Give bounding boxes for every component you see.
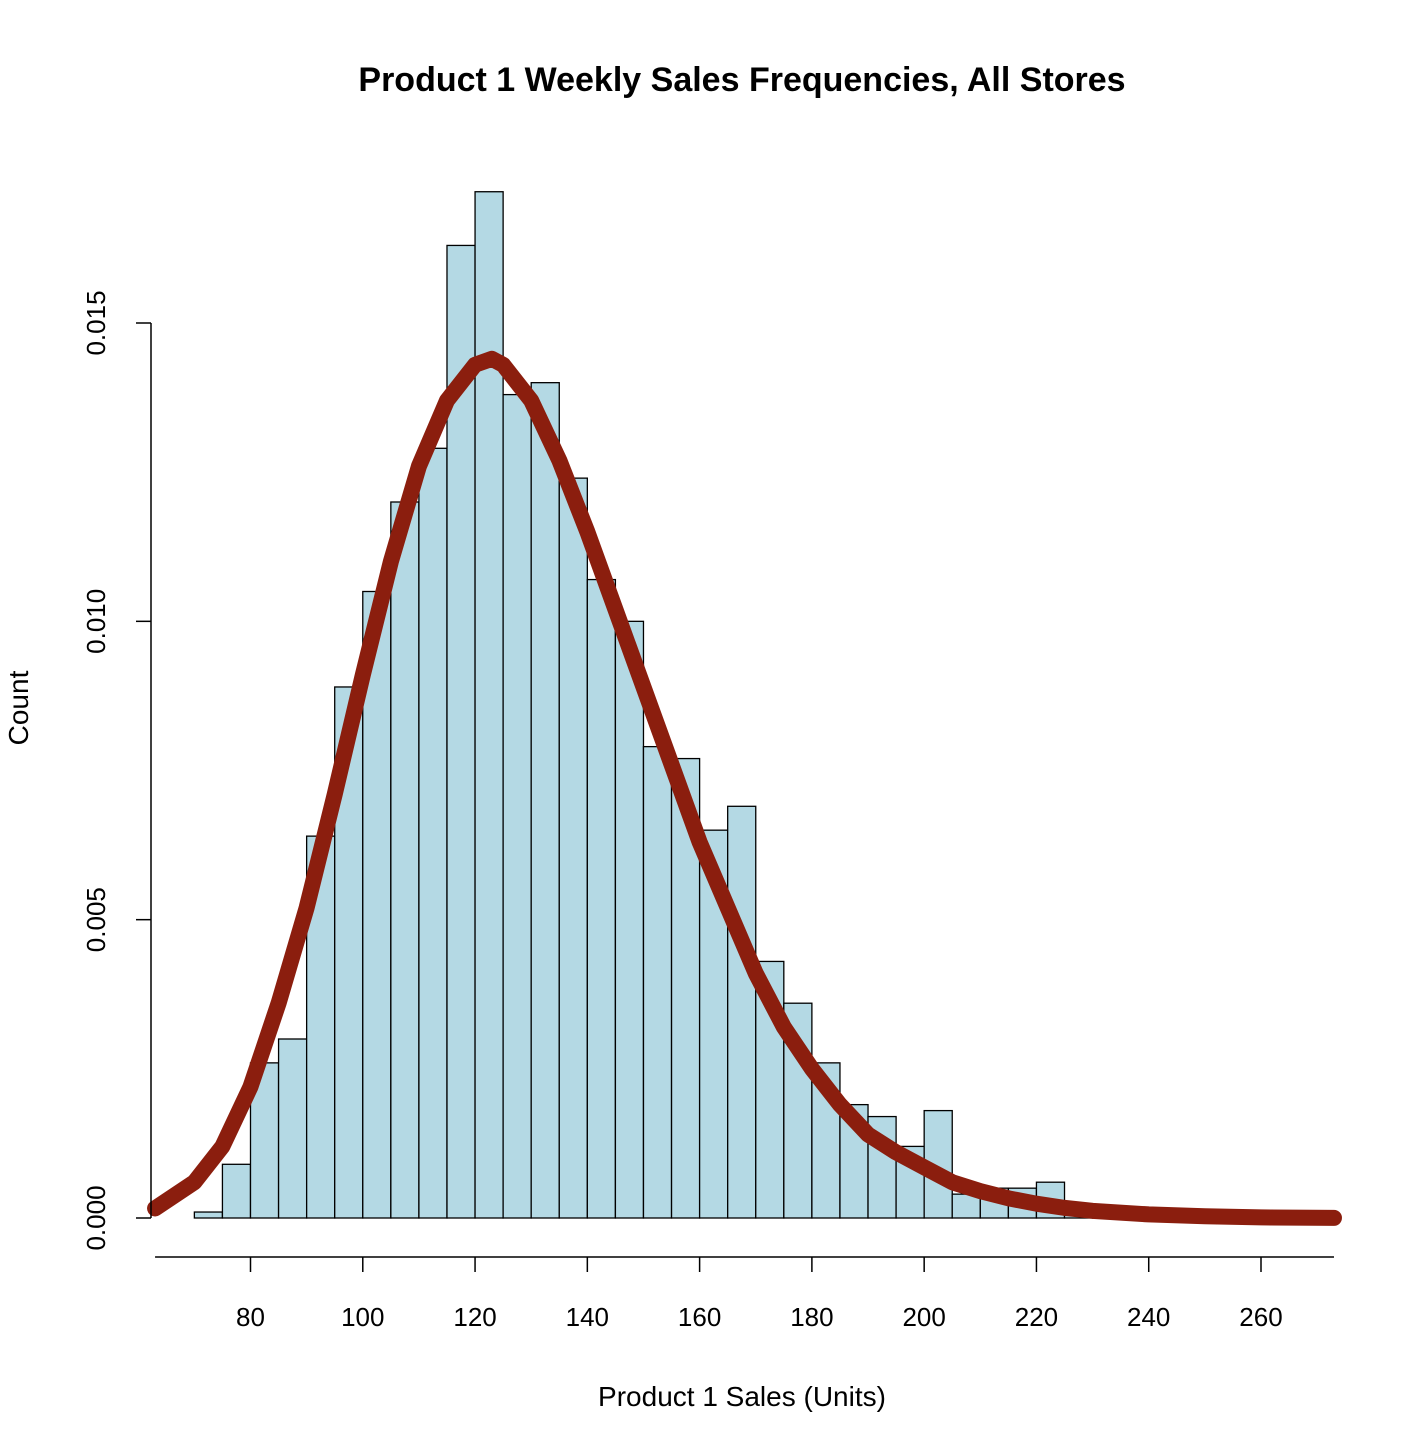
x-tick-label: 160	[678, 1302, 721, 1332]
histogram-bar	[642, 745, 673, 1219]
histogram-bar	[474, 191, 504, 1219]
y-axis-label: Count	[3, 670, 34, 745]
x-axis: 80 100 120 140 160 180 200 220 240 260	[155, 1256, 1334, 1332]
x-tick-label: 120	[453, 1302, 496, 1332]
x-tick-label: 100	[341, 1302, 384, 1332]
histogram-bar	[221, 1163, 252, 1219]
density-curve-layer	[147, 350, 1342, 1226]
histogram-bar	[277, 1038, 308, 1219]
y-tick-label: 0.000	[81, 1185, 111, 1250]
chart-title: Product 1 Weekly Sales Frequencies, All …	[358, 61, 1125, 99]
histogram-bar	[586, 578, 617, 1219]
y-tick-label: 0.015	[81, 290, 111, 355]
histogram-bar	[558, 477, 588, 1219]
x-tick-label: 260	[1239, 1302, 1282, 1332]
x-tick-label: 220	[1015, 1302, 1058, 1332]
x-tick-label: 240	[1127, 1302, 1170, 1332]
histogram-bar	[502, 393, 532, 1219]
histogram-bar	[390, 501, 420, 1219]
density-curve	[147, 350, 1342, 1226]
x-tick-label: 80	[236, 1302, 265, 1332]
histogram-bar	[727, 805, 757, 1219]
x-tick-label: 180	[790, 1302, 833, 1332]
x-tick-label: 200	[902, 1302, 945, 1332]
histogram-bar	[530, 382, 560, 1219]
y-tick-label: 0.010	[81, 589, 111, 654]
histogram-bar	[418, 447, 448, 1219]
histogram-bar	[614, 620, 645, 1219]
y-axis: 0.000 0.005 0.010 0.015	[81, 290, 152, 1251]
y-tick-label: 0.005	[81, 887, 111, 952]
histogram-bars	[193, 191, 1178, 1219]
x-tick-label: 140	[566, 1302, 609, 1332]
histogram-bar	[193, 1211, 224, 1219]
x-axis-label: Product 1 Sales (Units)	[598, 1381, 886, 1412]
